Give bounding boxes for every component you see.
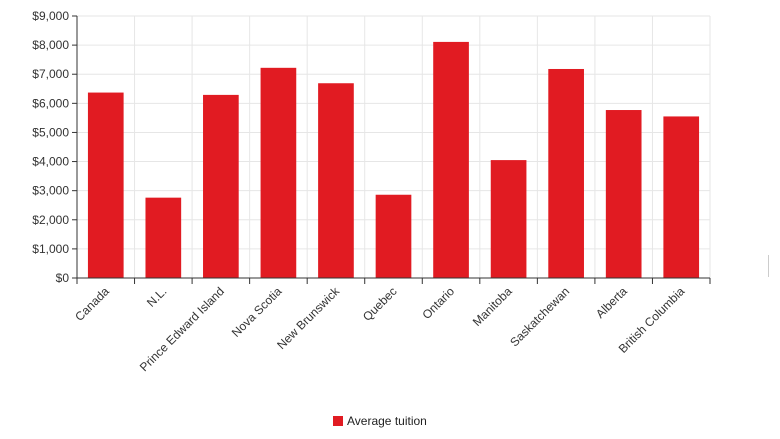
- bar[interactable]: [548, 68, 584, 278]
- y-tick-label: $1,000: [32, 242, 69, 256]
- y-tick-label: $5,000: [32, 125, 69, 139]
- bar[interactable]: [260, 67, 297, 278]
- y-tick-label: $4,000: [32, 155, 69, 169]
- y-tick-label: $6,000: [32, 96, 69, 110]
- y-tick-label: $0: [56, 271, 70, 285]
- y-axis-ticks: $0 $1,000 $2,000 $3,000 $4,000 $5,000 $6,000 $7…: [32, 9, 77, 285]
- y-tick-label: $9,000: [32, 9, 69, 23]
- x-tick-label: N.L.: [144, 284, 169, 309]
- bar[interactable]: [490, 160, 527, 278]
- bar[interactable]: [145, 197, 182, 278]
- x-tick-label: Ontario: [419, 284, 457, 322]
- bar[interactable]: [87, 92, 124, 278]
- right-divider: [768, 255, 769, 277]
- x-axis-ticks: Canada N.L.Prince Edward Island Nova Scoti…: [72, 278, 711, 374]
- x-tick-label: Canada: [72, 284, 112, 324]
- y-tick-label: $2,000: [32, 213, 69, 227]
- legend-label: Average tuition: [347, 414, 427, 428]
- bar[interactable]: [433, 41, 469, 278]
- legend[interactable]: Average tuition: [333, 414, 427, 428]
- x-tick-label: Nova Scotia: [229, 284, 285, 340]
- bar[interactable]: [663, 116, 700, 278]
- axes: [76, 16, 710, 279]
- y-tick-label: $8,000: [32, 38, 69, 52]
- x-tick-label: New Brunswick: [274, 284, 343, 353]
- x-tick-label: Saskatchewan: [507, 284, 572, 349]
- y-tick-label: $3,000: [32, 184, 69, 198]
- bar[interactable]: [605, 110, 642, 278]
- y-tick-label: $7,000: [32, 67, 69, 81]
- bar[interactable]: [203, 94, 239, 278]
- bars-group: [87, 41, 700, 278]
- legend-swatch: [333, 416, 343, 426]
- x-tick-label: Alberta: [593, 284, 630, 321]
- bar[interactable]: [375, 194, 412, 278]
- x-tick-label: Manitoba: [470, 284, 515, 329]
- bar[interactable]: [318, 83, 354, 278]
- gridlines: [77, 15, 711, 278]
- x-tick-label: Quebec: [360, 284, 400, 324]
